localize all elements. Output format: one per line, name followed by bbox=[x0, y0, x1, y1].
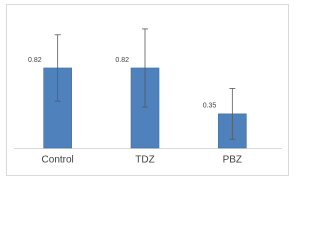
chart: Control 0.82 TDZ 0.82 PBZ 0.35 bbox=[6, 4, 289, 176]
error-bar bbox=[229, 88, 236, 140]
x-tick-label: PBZ bbox=[223, 155, 242, 166]
x-tick-label: Control bbox=[42, 155, 74, 166]
error-bar bbox=[142, 28, 148, 108]
data-label: 0.82 bbox=[115, 57, 129, 64]
data-label: 0.82 bbox=[28, 57, 42, 64]
x-tick-label: TDZ bbox=[135, 155, 154, 166]
error-bar bbox=[54, 34, 61, 102]
data-label: 0.35 bbox=[203, 103, 217, 110]
